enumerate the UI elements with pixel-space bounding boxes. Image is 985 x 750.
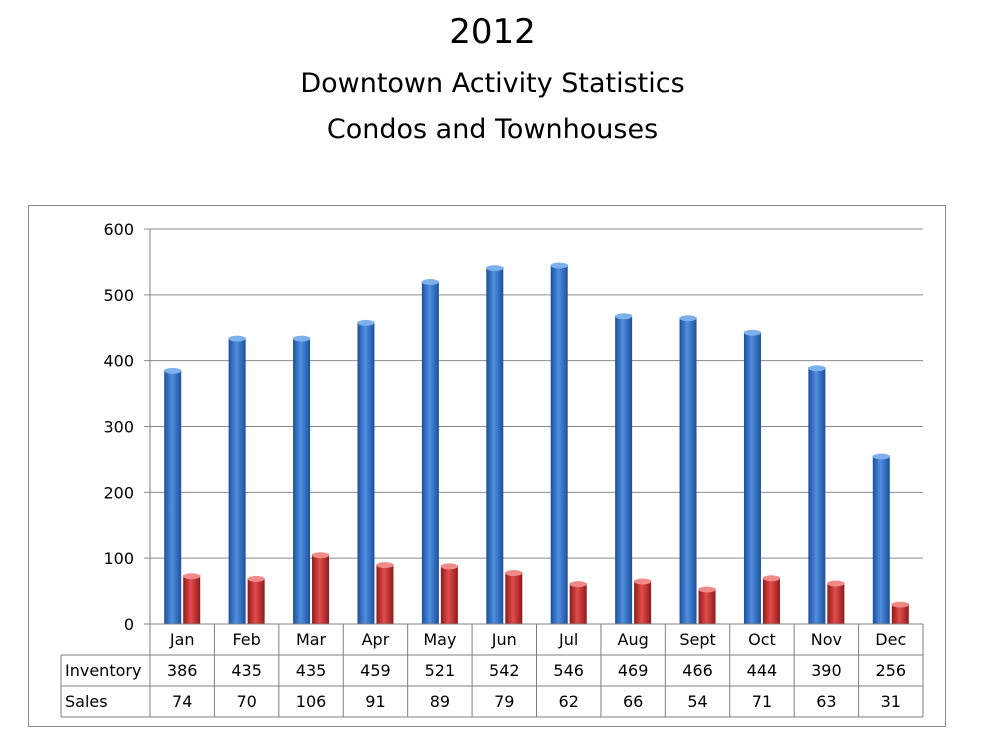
table-value: 435 xyxy=(296,661,327,680)
table-value: 386 xyxy=(167,661,198,680)
y-tick-label: 300 xyxy=(103,418,134,437)
bar-cap-inventory-jun xyxy=(486,265,504,272)
bar-cap-sales-sept xyxy=(698,586,716,593)
x-category-label: Feb xyxy=(232,630,260,649)
x-category-label: Jul xyxy=(558,630,578,649)
table-series-label: Sales xyxy=(65,692,108,711)
y-tick-label: 500 xyxy=(103,286,134,305)
bar-cap-inventory-aug xyxy=(615,313,633,320)
table-value: 459 xyxy=(360,661,391,680)
table-value: 66 xyxy=(623,692,643,711)
bar-sales-apr xyxy=(376,564,394,624)
bar-cap-sales-feb xyxy=(247,575,265,582)
bar-inventory-sept xyxy=(679,317,697,624)
table-value: 546 xyxy=(553,661,584,680)
chart-subtitle-line-1: Downtown Activity Statistics xyxy=(300,68,685,99)
bar-sales-may xyxy=(440,565,458,624)
bar-sales-mar xyxy=(312,554,330,624)
table-value: 70 xyxy=(236,692,256,711)
table-value: 63 xyxy=(816,692,836,711)
bar-cap-inventory-mar xyxy=(293,335,311,342)
bar-inventory-jun xyxy=(486,267,504,624)
table-value: 390 xyxy=(811,661,842,680)
bar-cap-sales-oct xyxy=(762,575,780,582)
table-value: 91 xyxy=(365,692,385,711)
bar-cap-sales-nov xyxy=(827,580,845,587)
bar-cap-inventory-dec xyxy=(872,453,890,460)
table-value: 31 xyxy=(881,692,901,711)
x-category-label: Nov xyxy=(811,630,842,649)
bar-cap-inventory-sept xyxy=(679,315,697,322)
table-value: 256 xyxy=(876,661,907,680)
bar-cap-inventory-oct xyxy=(743,329,761,336)
x-category-label: Apr xyxy=(362,630,390,649)
bar-sales-nov xyxy=(827,582,845,624)
bar-cap-inventory-may xyxy=(421,279,439,286)
x-category-label: Sept xyxy=(679,630,715,649)
x-category-label: Dec xyxy=(875,630,906,649)
bar-inventory-jan xyxy=(164,369,182,624)
bar-sales-aug xyxy=(634,580,652,624)
bar-sales-oct xyxy=(762,577,780,624)
table-value: 521 xyxy=(425,661,456,680)
table-value: 54 xyxy=(687,692,707,711)
bar-inventory-dec xyxy=(872,455,890,624)
bar-cap-sales-aug xyxy=(634,578,652,585)
bar-inventory-apr xyxy=(357,321,375,624)
x-category-label: Jan xyxy=(169,630,195,649)
x-category-label: Mar xyxy=(296,630,327,649)
x-category-label: Aug xyxy=(618,630,649,649)
bar-cap-sales-apr xyxy=(376,562,394,569)
chart-title: 2012 xyxy=(449,12,536,52)
y-tick-label: 200 xyxy=(103,483,134,502)
table-value: 62 xyxy=(559,692,579,711)
x-category-label: Oct xyxy=(748,630,776,649)
bar-sales-dec xyxy=(891,603,909,624)
bar-inventory-nov xyxy=(808,367,826,624)
table-value: 89 xyxy=(430,692,450,711)
bar-cap-sales-jan xyxy=(183,573,201,580)
bar-cap-sales-may xyxy=(440,563,458,570)
bar-sales-jan xyxy=(183,575,201,624)
data-table: Jan Feb Mar Apr May Jun Jul Aug Sept Oct Nov Dec Inv… xyxy=(60,623,924,718)
table-value: 466 xyxy=(682,661,713,680)
bar-cap-inventory-nov xyxy=(808,365,826,372)
bar-inventory-oct xyxy=(743,331,761,624)
table-value: 469 xyxy=(618,661,649,680)
table-value: 542 xyxy=(489,661,520,680)
bar-inventory-feb xyxy=(228,337,246,624)
bar-cap-sales-jul xyxy=(569,581,587,588)
table-value: 74 xyxy=(172,692,192,711)
bar-cap-inventory-apr xyxy=(357,319,375,326)
table-value: 435 xyxy=(231,661,262,680)
table-value: 71 xyxy=(752,692,772,711)
bar-cap-sales-mar xyxy=(312,552,330,559)
bar-sales-sept xyxy=(698,588,716,624)
bar-inventory-mar xyxy=(293,337,311,624)
bar-inventory-aug xyxy=(615,315,633,624)
bar-cap-inventory-jan xyxy=(164,367,182,374)
chart-subtitle-line-2: Condos and Townhouses xyxy=(326,114,659,145)
x-category-label: May xyxy=(423,630,456,649)
bar-inventory-jul xyxy=(550,264,568,624)
bar-cap-sales-jun xyxy=(505,569,523,576)
bar-sales-feb xyxy=(247,577,265,624)
bar-cap-inventory-feb xyxy=(228,335,246,342)
bar-sales-jul xyxy=(569,583,587,624)
y-tick-label: 600 xyxy=(103,220,134,239)
y-tick-label: 0 xyxy=(124,615,134,634)
table-value: 79 xyxy=(494,692,514,711)
bar-inventory-may xyxy=(421,281,439,624)
table-series-label: Inventory xyxy=(65,661,141,680)
bar-cap-sales-dec xyxy=(891,601,909,608)
y-tick-label: 100 xyxy=(103,549,134,568)
table-value: 444 xyxy=(747,661,778,680)
y-tick-label: 400 xyxy=(103,352,134,371)
table-value: 106 xyxy=(296,692,327,711)
bar-cap-inventory-jul xyxy=(550,262,568,269)
bar-sales-jun xyxy=(505,571,523,624)
bars xyxy=(164,262,909,624)
x-category-label: Jun xyxy=(491,630,517,649)
